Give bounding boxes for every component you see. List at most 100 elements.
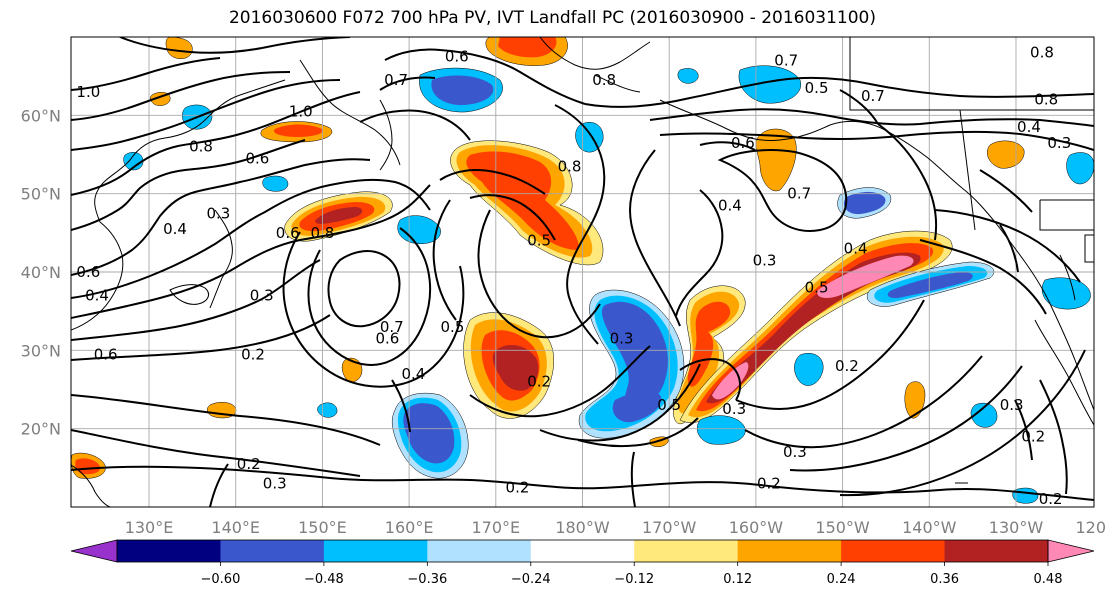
negative-anomaly-shading — [970, 402, 998, 428]
contour-label: 0.4 — [718, 196, 742, 214]
graticule — [71, 37, 1094, 507]
colorbar-extend-high — [1047, 539, 1095, 563]
latitude-tick-label: 40°N — [21, 263, 61, 282]
contour-label: 0.8 — [592, 71, 616, 89]
contour-label: 0.3 — [206, 204, 230, 222]
positive-anomaly-shading — [817, 255, 914, 298]
longitude-tick-label: 170°W — [642, 518, 697, 537]
contour-label: 0.4 — [85, 287, 109, 305]
colorbar-bin — [220, 540, 325, 562]
positive-anomaly-shading — [498, 37, 557, 58]
longitude-tick-label: 160°W — [729, 518, 784, 537]
contour-label: 0.3 — [250, 287, 274, 305]
contour-label: 0.2 — [241, 345, 265, 363]
positive-anomaly-shading — [755, 128, 797, 192]
negative-anomaly-shading — [403, 403, 455, 464]
contour-label: 0.6 — [376, 330, 400, 348]
latitude-tick-label: 20°N — [21, 420, 61, 439]
latitude-tick-label: 60°N — [21, 106, 61, 125]
contour-label: 0.6 — [76, 263, 100, 281]
positive-anomaly-shading — [712, 362, 749, 400]
contour-label: 0.4 — [402, 365, 426, 383]
positive-anomaly-shading — [165, 37, 193, 59]
contour-label-layer: 0.6 0.7 0.80.7 0.8 0.5 0.7 0.81.01.00.80.60.60… — [76, 44, 1071, 508]
negative-anomaly-shading — [738, 65, 801, 104]
negative-anomaly-shading — [1066, 152, 1094, 185]
contour-label: 0.7 — [384, 71, 408, 89]
longitude-tick-label: 180°W — [555, 518, 610, 537]
positive-anomaly-shading — [492, 344, 539, 391]
contour-label: 0.5 — [657, 396, 681, 414]
contour-label: 0.2 — [757, 475, 781, 493]
colorbar-tick-label: 0.12 — [723, 572, 752, 587]
negative-anomaly-shading — [843, 191, 886, 215]
longitude-tick-label: 140°E — [211, 518, 260, 537]
contour-label: 0.5 — [805, 279, 829, 297]
negative-anomaly-shading — [696, 415, 746, 445]
negative-anomaly-shading — [1041, 277, 1091, 310]
contour-label: 0.6 — [94, 345, 118, 363]
map-title: 2016030600 F072 700 hPa PV, IVT Landfall… — [228, 8, 876, 28]
longitude-tick-label: 170°E — [471, 518, 520, 537]
longitude-tick-label: 140°W — [902, 518, 957, 537]
negative-anomaly-shading — [601, 301, 668, 412]
positive-anomaly-shading — [75, 458, 101, 475]
negative-anomaly-shading — [887, 272, 973, 299]
colorbar-bin — [323, 540, 428, 562]
colorbar-tick-label: −0.60 — [201, 572, 241, 587]
contour-label: 0.3 — [783, 443, 807, 461]
colorbar-tick-label: 0.36 — [930, 572, 959, 587]
colorbar: −0.60 −0.48 −0.36 −0.24 −0.12 0.12 0.24 0.36 0.4… — [70, 539, 1095, 587]
colorbar-tick-label: −0.12 — [614, 572, 654, 587]
contour-label: 0.6 — [445, 48, 469, 66]
contour-label: 0.7 — [774, 52, 798, 70]
colorbar-bin — [737, 540, 842, 562]
longitude-tick-label: 130°E — [125, 518, 174, 537]
colorbar-bin — [944, 540, 1049, 562]
negative-anomaly-shading — [794, 353, 824, 386]
colorbar-bin — [530, 540, 635, 562]
colorbar-bin — [634, 540, 739, 562]
contour-label: 0.8 — [1034, 91, 1058, 109]
negative-anomaly-shading — [262, 175, 289, 192]
pv-contours — [71, 37, 1094, 507]
contour-label: 0.6 — [731, 134, 755, 152]
negative-anomaly-shading — [677, 68, 699, 84]
contour-label: 0.8 — [310, 224, 334, 242]
contour-label: 0.3 — [1000, 396, 1024, 414]
positive-anomaly-shading — [706, 252, 921, 404]
contour-label: 1.0 — [289, 102, 313, 120]
positive-anomaly-shading — [466, 151, 579, 250]
contour-label: 0.3 — [722, 400, 746, 418]
colorbar-tick-label: 0.24 — [827, 572, 856, 587]
contour-label: 0.6 — [245, 149, 269, 167]
contour-label: 0.2 — [527, 373, 551, 391]
contour-label: 0.8 — [558, 157, 582, 175]
contour-label: 0.8 — [1030, 44, 1054, 62]
colorbar-tick-label: −0.48 — [304, 572, 344, 587]
colorbar-bin — [117, 540, 221, 562]
contour-label: 0.6 — [276, 224, 300, 242]
contour-label: 0.2 — [1021, 428, 1045, 446]
positive-anomaly-shading — [315, 207, 363, 224]
negative-anomaly-shading — [612, 391, 662, 423]
latitude-tick-labels: 20°N 30°N 40°N 50°N 60°N — [21, 106, 61, 438]
colorbar-frame — [116, 539, 1049, 563]
colorbar-tick-label: −0.36 — [407, 572, 447, 587]
longitude-tick-label: 130°W — [989, 518, 1044, 537]
contour-label: 0.3 — [263, 475, 287, 493]
contour-label: 0.3 — [753, 251, 777, 269]
longitude-tick-label: 150°E — [298, 518, 347, 537]
positive-anomaly-shading — [273, 124, 323, 137]
contour-label: 0.7 — [861, 87, 885, 105]
contour-label: 0.4 — [844, 240, 868, 258]
colorbar-tick-label: −0.24 — [511, 572, 551, 587]
contour-label: 0.2 — [1039, 490, 1063, 508]
map-frame — [70, 36, 1095, 508]
contour-label: 0.5 — [805, 79, 829, 97]
contour-label: 0.5 — [441, 318, 465, 336]
longitude-tick-label: 160°E — [385, 518, 434, 537]
latitude-tick-label: 30°N — [21, 341, 61, 360]
contour-label: 1.0 — [76, 83, 100, 101]
